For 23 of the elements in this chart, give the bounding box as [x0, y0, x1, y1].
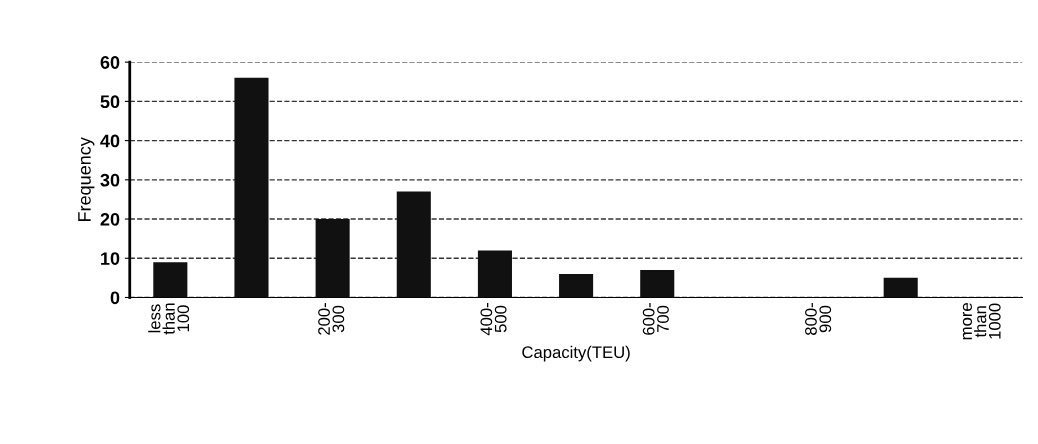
y-tick-label: 10 — [101, 252, 120, 265]
x-tick-label: 800- 900 — [805, 303, 832, 335]
bar — [153, 262, 188, 298]
x-axis-title: Capacity(TEU) — [522, 345, 630, 362]
x-tick-label: less than 100 — [148, 303, 190, 335]
y-tick-label: 20 — [100, 212, 120, 226]
x-tick-label: 200- 300 — [318, 303, 345, 335]
x-tick-label: 400- 500 — [480, 303, 507, 336]
bar — [396, 191, 431, 298]
y-axis-title: Frequency — [78, 137, 95, 221]
y-tick-label: 60 — [100, 56, 120, 69]
y-tick-label: 30 — [100, 173, 120, 187]
bar — [883, 277, 918, 298]
x-tick-label: more than 1000 — [962, 303, 1001, 340]
bar — [559, 273, 594, 298]
y-tick-label: 0 — [110, 291, 120, 305]
x-tick-label: 600- 700 — [642, 303, 669, 335]
y-tick-label: 40 — [100, 134, 120, 148]
bar — [234, 77, 269, 298]
bar — [640, 270, 675, 298]
y-tick-label: 50 — [100, 95, 120, 109]
bar — [477, 250, 512, 298]
bar — [315, 219, 350, 298]
